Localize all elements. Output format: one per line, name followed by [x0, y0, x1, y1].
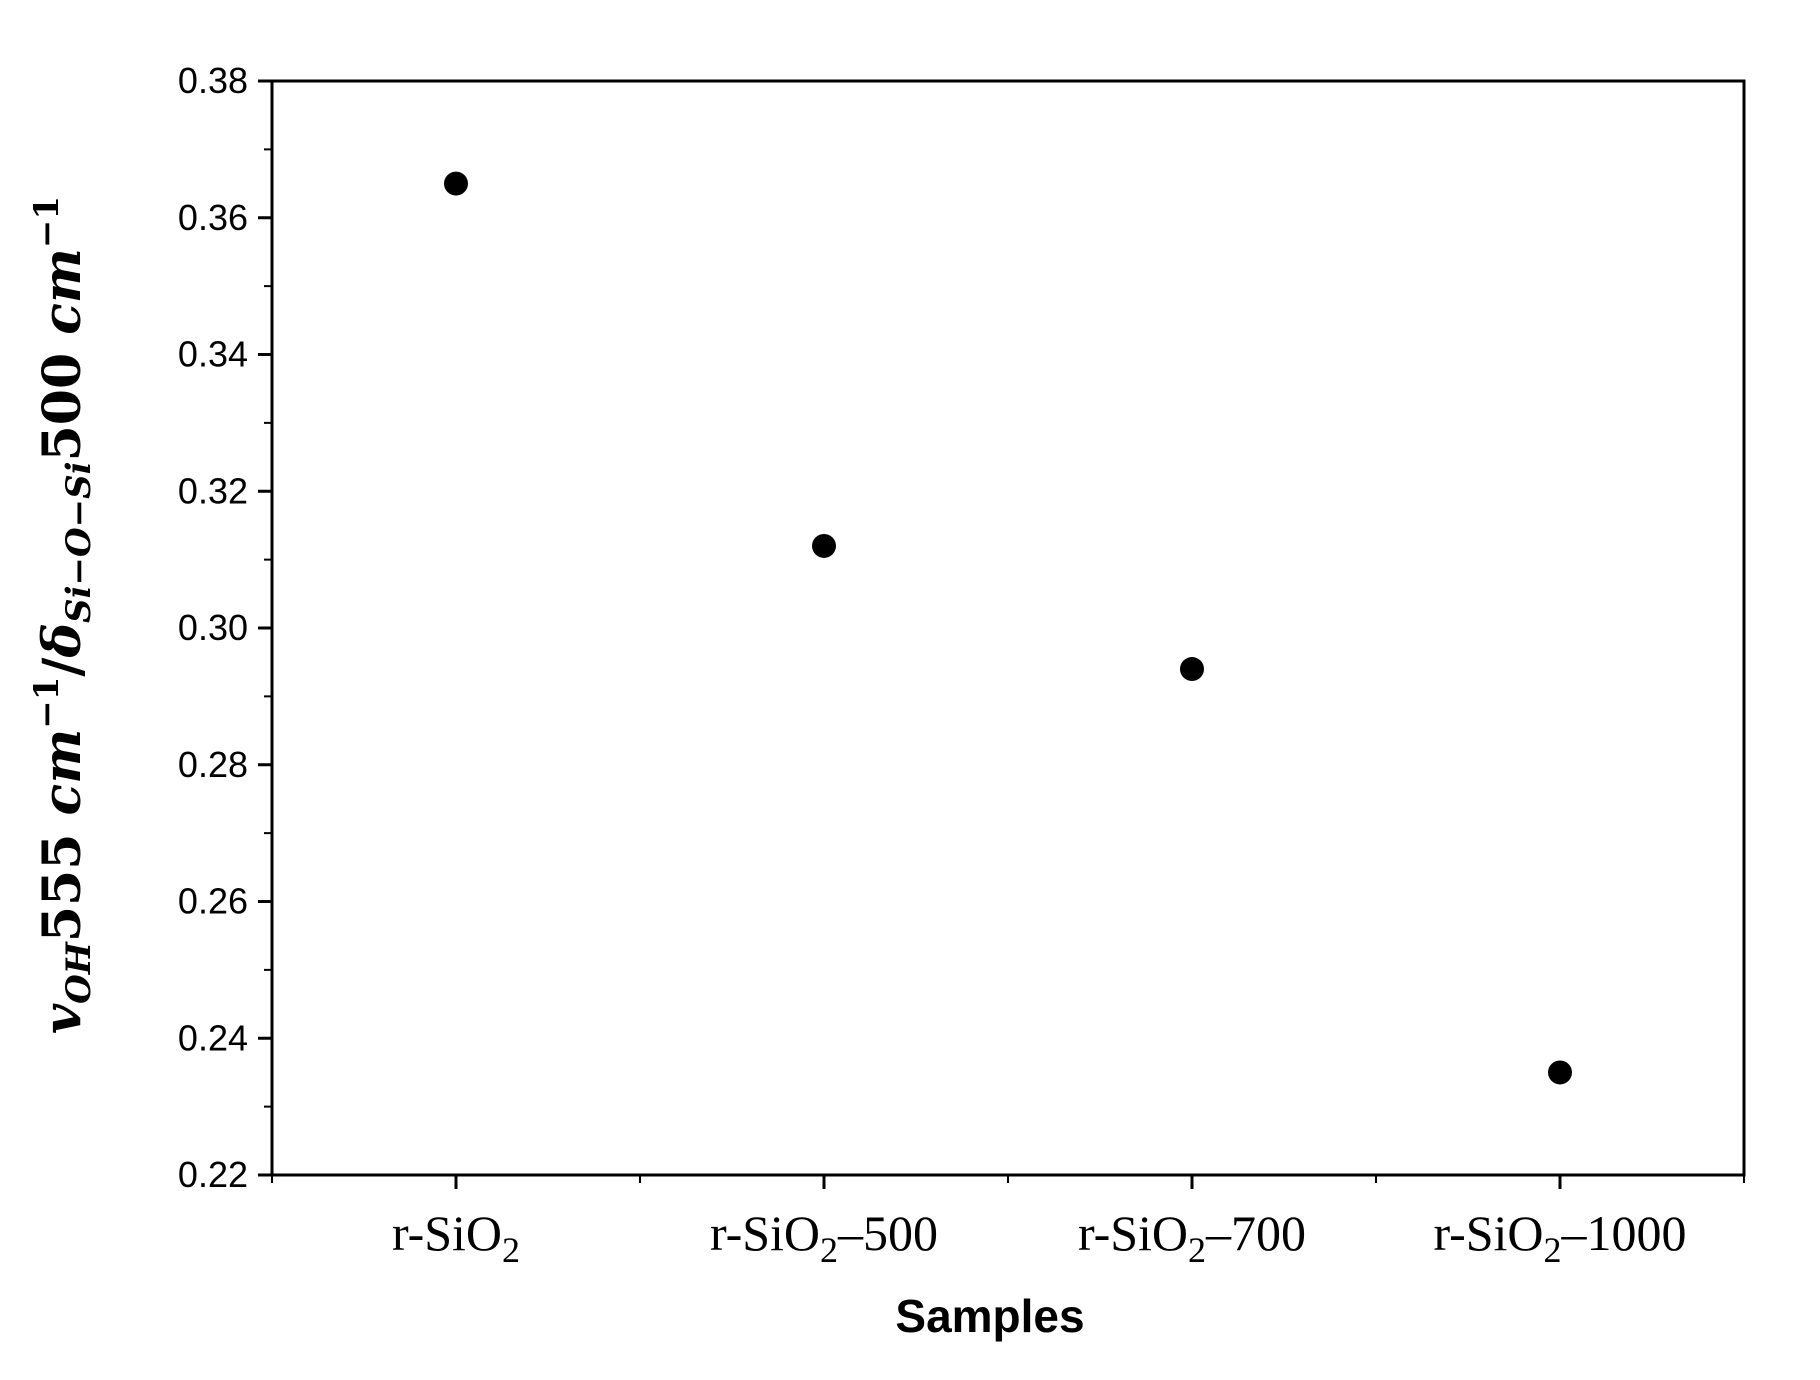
- y-tick-label: 0.26: [178, 881, 248, 922]
- y-tick-label: 0.28: [178, 744, 248, 785]
- x-axis: r-SiO2 r-SiO2–500 r-SiO2–700 r-SiO2–1000: [271, 1175, 1745, 1270]
- data-point: [1548, 1060, 1572, 1085]
- y-tick-label: 0.34: [178, 334, 248, 375]
- y-tick-label: 0.38: [178, 60, 248, 101]
- y-tick-label: 0.24: [178, 1017, 248, 1058]
- y-label-slash: /: [32, 658, 93, 677]
- x-tick-label-base: r-SiO: [1078, 1205, 1188, 1261]
- x-axis-label: Samples: [895, 1290, 1084, 1342]
- x-tick-label-base: r-SiO: [710, 1205, 820, 1261]
- y-label-main-sub: OH: [59, 940, 99, 1004]
- x-tick-label: r-SiO2–500: [710, 1205, 938, 1270]
- y-label-ref-sub: Si−O−Si: [59, 461, 99, 623]
- y-label-main-value: 555: [32, 815, 93, 942]
- y-label-main-unit: cm: [32, 729, 93, 816]
- y-label-ref-unit: cm: [32, 248, 93, 335]
- x-tick-label-base: r-SiO: [392, 1205, 502, 1261]
- x-tick-label: r-SiO2: [392, 1205, 520, 1270]
- y-label-ref-exp: −1: [27, 196, 67, 248]
- x-tick-label-suffix: –500: [837, 1205, 938, 1261]
- y-tick-label: 0.32: [178, 470, 248, 511]
- y-tick-label: 0.22: [178, 1154, 248, 1195]
- y-tick-label: 0.36: [178, 197, 248, 238]
- x-tick-label: r-SiO2–700: [1078, 1205, 1306, 1270]
- data-point: [812, 533, 836, 558]
- x-tick-label-suffix: –700: [1205, 1205, 1306, 1261]
- x-tick-label-suffix: –1000: [1561, 1205, 1687, 1261]
- x-tick-label-sub: 2: [1188, 1230, 1206, 1270]
- x-tick-label-sub: 2: [502, 1230, 520, 1270]
- x-tick-label-sub: 2: [820, 1230, 838, 1270]
- y-tick-label: 0.30: [178, 607, 248, 648]
- y-label-main-exp: −1: [27, 677, 67, 729]
- y-axis-label: vOH555 cm−1/δSi−O−Si500 cm−1: [27, 196, 99, 1034]
- x-tick-label-base: r-SiO: [1433, 1205, 1543, 1261]
- x-tick-label-sub: 2: [1544, 1230, 1562, 1270]
- y-axis: 0.22 0.24 0.26 0.28 0.30 0.32 0.34 0.36 0.38: [178, 60, 272, 1195]
- data-point: [444, 171, 468, 196]
- data-points: [444, 171, 1572, 1085]
- plot-frame: [270, 79, 1746, 1177]
- y-label-main-symbol: v: [32, 1003, 93, 1034]
- y-label-ref-symbol: δ: [32, 623, 93, 659]
- y-label-ref-value: 500: [32, 335, 93, 462]
- data-point: [1180, 657, 1204, 682]
- x-tick-label: r-SiO2–1000: [1433, 1205, 1686, 1270]
